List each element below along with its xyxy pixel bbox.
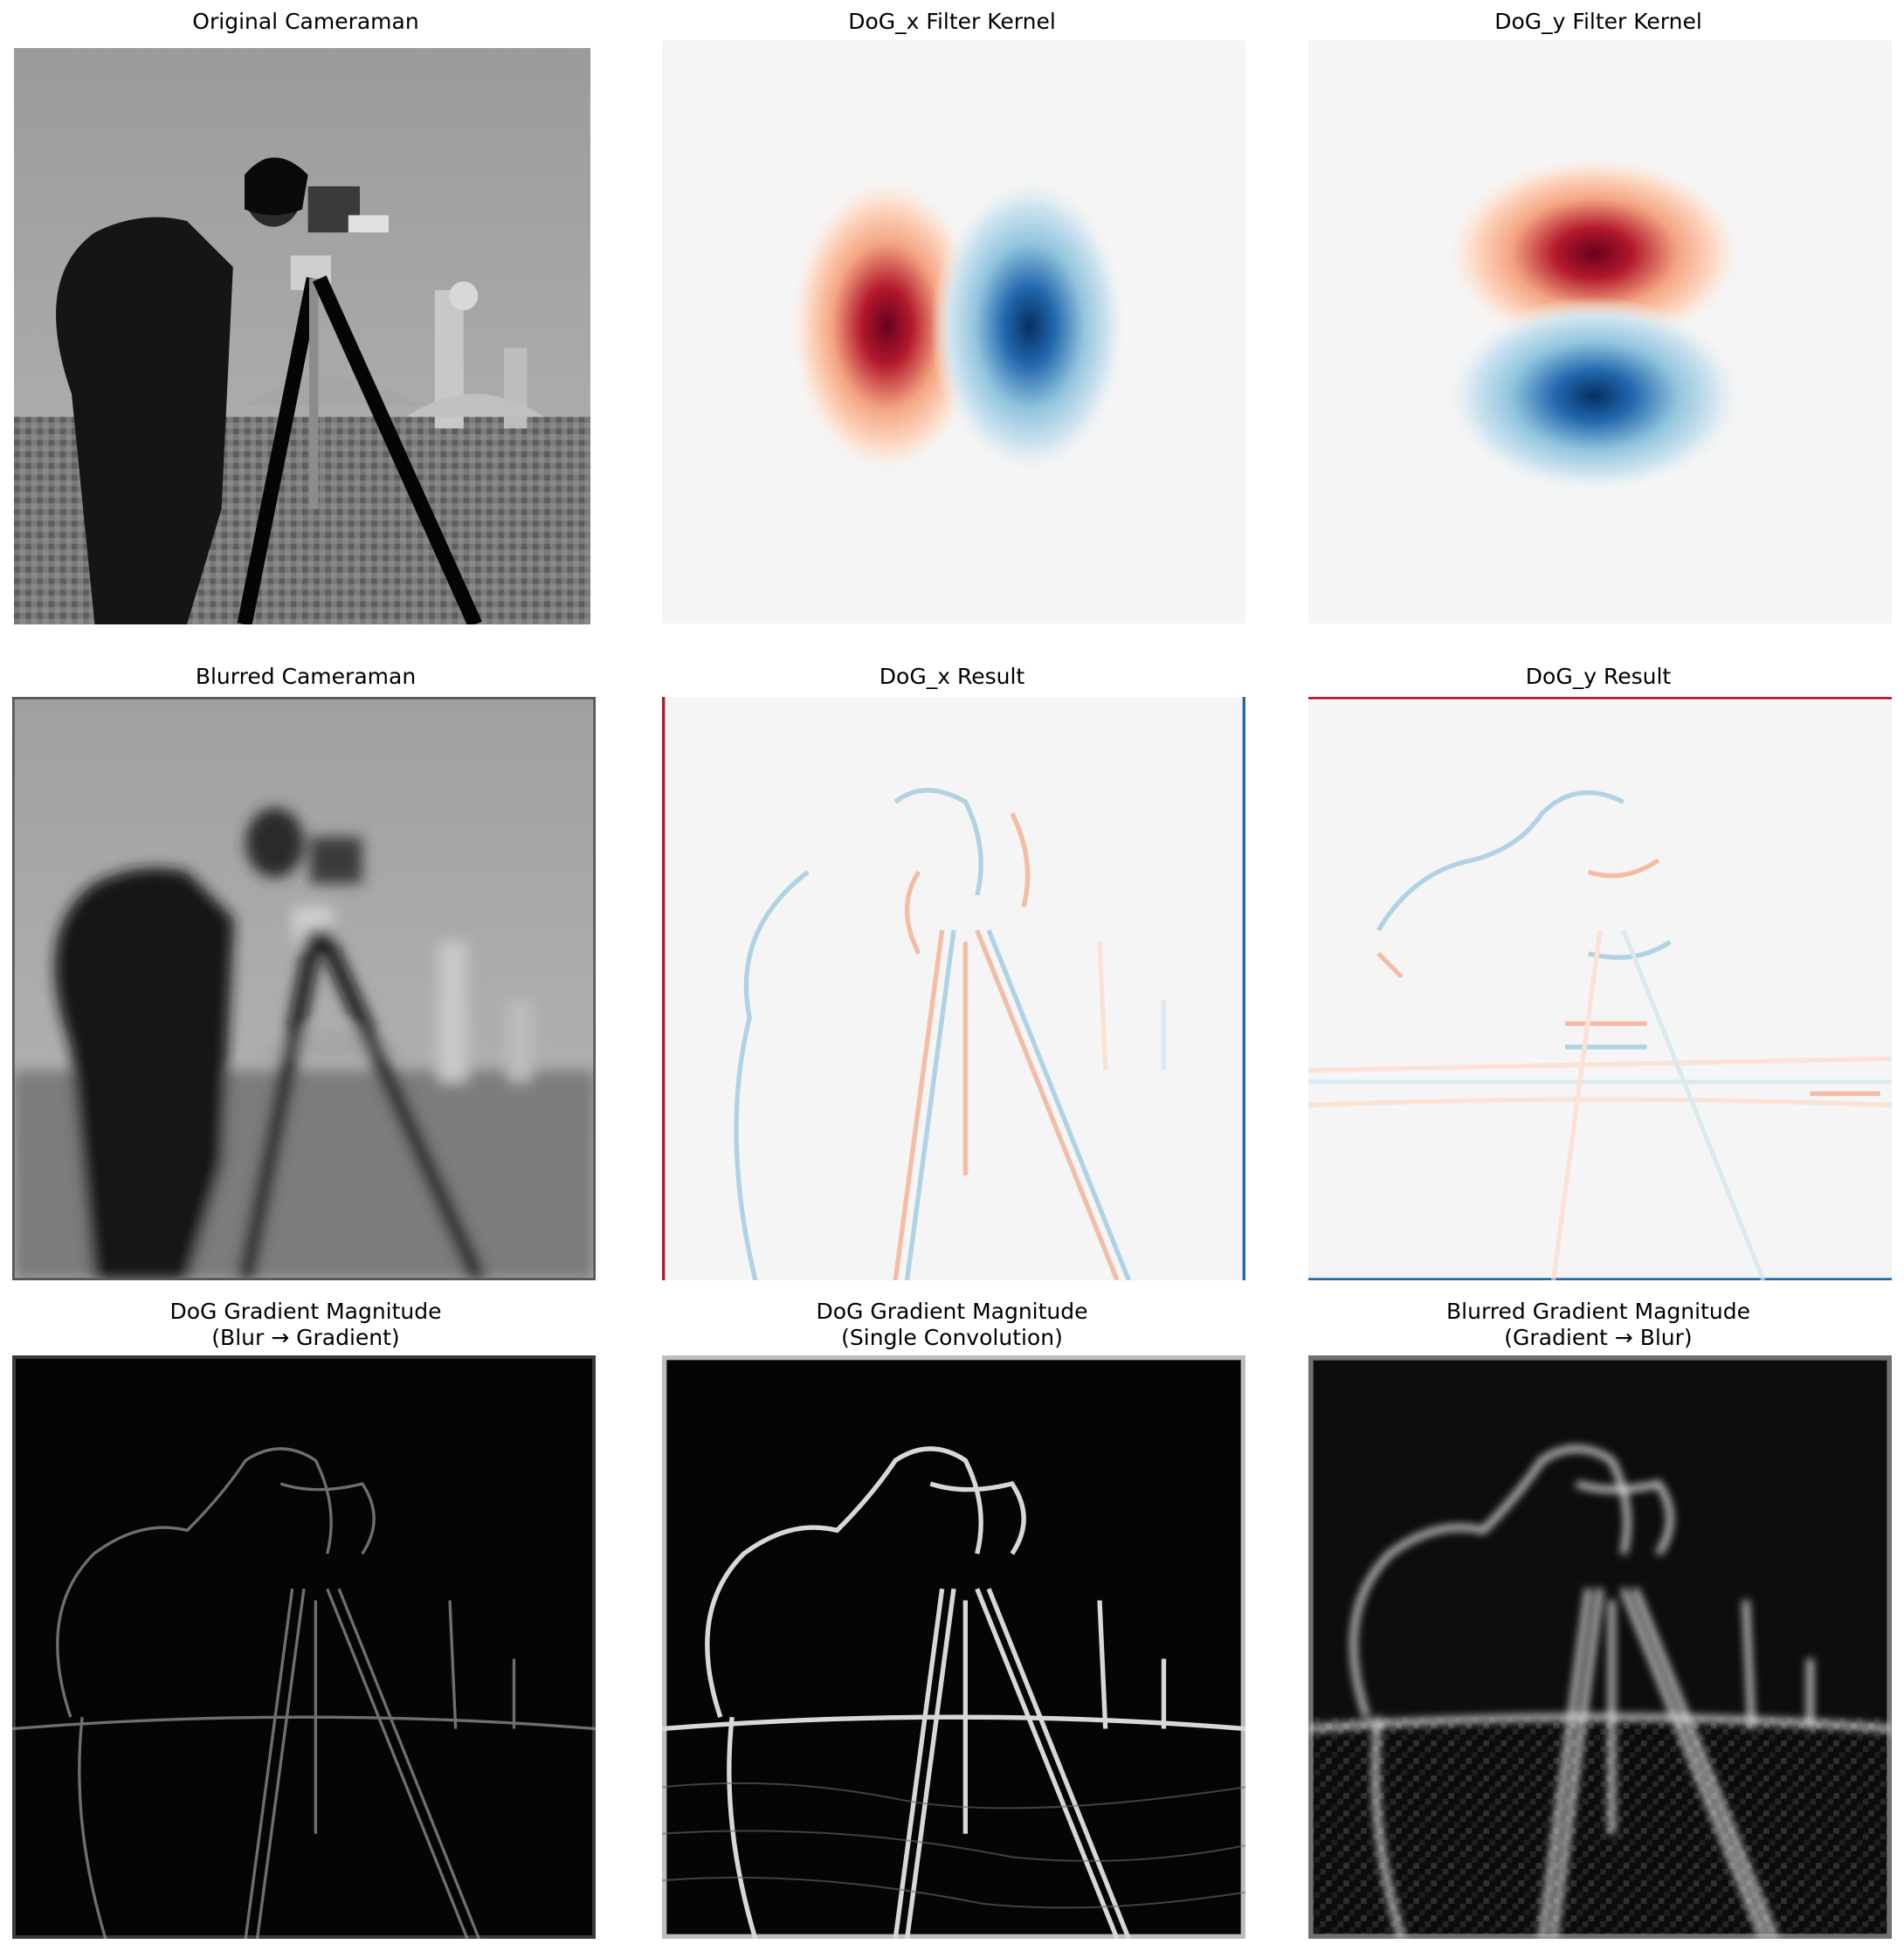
- panel-title-line: Blurred Cameraman: [195, 664, 417, 689]
- panel-title-line: DoG_y Result: [1525, 664, 1672, 689]
- panel-blurred-gradient-gradient-then-blur: Blurred Gradient Magnitude (Gradient → B…: [1293, 1294, 1904, 1951]
- dog-y-result-image: [1308, 697, 1892, 1280]
- panel-title: DoG_x Filter Kernel: [646, 9, 1258, 35]
- panel-title: DoG_y Result: [1293, 664, 1904, 690]
- panel-title-line: (Blur → Gradient): [211, 1325, 400, 1350]
- panel-original-cameraman: Original Cameraman: [0, 0, 611, 629]
- panel-dog-y-kernel: DoG_y Filter Kernel: [1293, 0, 1904, 629]
- blurred-gradient-gradient-then-blur-image: [1308, 1355, 1892, 1939]
- panel-title: DoG_x Result: [646, 664, 1258, 690]
- panel-dog-y-result: DoG_y Result: [1293, 655, 1904, 1284]
- panel-title: Blurred Cameraman: [0, 664, 611, 690]
- original-cameraman-image: [14, 48, 590, 624]
- panel-title-line: DoG_x Result: [879, 664, 1025, 689]
- panel-title-line: (Single Convolution): [841, 1325, 1063, 1350]
- panel-title-line: DoG_y Filter Kernel: [1494, 9, 1702, 34]
- panel-title-line: DoG Gradient Magnitude: [816, 1299, 1088, 1324]
- panel-dog-x-result: DoG_x Result: [646, 655, 1258, 1284]
- panel-title: DoG Gradient Magnitude (Single Convoluti…: [646, 1299, 1258, 1351]
- panel-title: Blurred Gradient Magnitude (Gradient → B…: [1293, 1299, 1904, 1351]
- panel-title: DoG_y Filter Kernel: [1293, 9, 1904, 35]
- panel-title: DoG Gradient Magnitude (Blur → Gradient): [0, 1299, 611, 1351]
- panel-blurred-cameraman: Blurred Cameraman: [0, 655, 611, 1284]
- panel-title: Original Cameraman: [0, 9, 611, 35]
- dog-gradient-blur-then-gradient-image: [12, 1355, 596, 1939]
- dog-x-kernel-image: [662, 40, 1245, 624]
- panel-dog-gradient-blur-then-gradient: DoG Gradient Magnitude (Blur → Gradient): [0, 1294, 611, 1951]
- panel-dog-x-kernel: DoG_x Filter Kernel: [646, 0, 1258, 629]
- dog-gradient-single-convolution-image: [662, 1355, 1245, 1939]
- blurred-cameraman-image: [12, 697, 596, 1280]
- panel-title-line: DoG Gradient Magnitude: [169, 1299, 442, 1324]
- panel-dog-gradient-single-convolution: DoG Gradient Magnitude (Single Convoluti…: [646, 1294, 1258, 1951]
- panel-title-line: DoG_x Filter Kernel: [848, 9, 1056, 34]
- panel-title-line: Blurred Gradient Magnitude: [1446, 1299, 1750, 1324]
- dog-y-kernel-image: [1308, 40, 1892, 624]
- panel-title-line: (Gradient → Blur): [1504, 1325, 1693, 1350]
- dog-x-result-image: [662, 697, 1245, 1280]
- panel-title-line: Original Cameraman: [192, 9, 419, 34]
